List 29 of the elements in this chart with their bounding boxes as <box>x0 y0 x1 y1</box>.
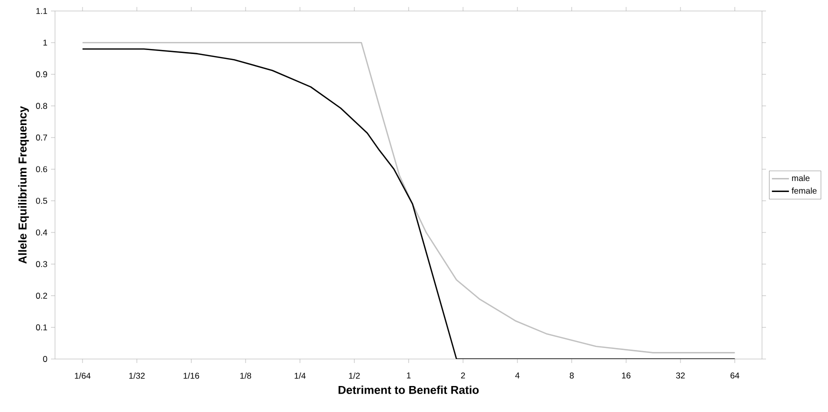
y-tick-label: 0.1 <box>36 324 48 330</box>
y-tick-label: 1.1 <box>36 8 48 14</box>
x-tick-label: 1/32 <box>129 372 145 379</box>
x-tick-label: 1/16 <box>184 372 200 379</box>
x-tick-label: 8 <box>570 372 574 379</box>
x-tick-label: 1/8 <box>240 372 252 379</box>
y-tick-label: 0.9 <box>36 71 48 78</box>
y-tick-label: 0.6 <box>36 166 48 172</box>
y-tick-label: 0.8 <box>36 102 48 109</box>
y-axis-title: Allele Equilibrium Frequency <box>18 106 29 264</box>
y-tick-label: 0.5 <box>36 198 48 204</box>
x-tick-label: 64 <box>730 372 740 379</box>
x-tick-label: 1/64 <box>74 372 91 379</box>
y-tick-label: 0.3 <box>36 261 48 268</box>
x-tick-label: 1/4 <box>294 372 306 379</box>
x-axis-title: Detriment to Benefit Ratio <box>338 386 479 394</box>
y-tick-label: 0.4 <box>36 229 48 236</box>
x-tick-label: 16 <box>622 372 630 379</box>
x-tick-label: 2 <box>461 372 465 378</box>
y-tick-label: 0.7 <box>36 134 48 141</box>
y-tick-label: 1 <box>43 40 48 46</box>
legend-label: female <box>792 187 817 194</box>
y-tick-label: 0.2 <box>36 292 48 299</box>
x-tick-label: 1 <box>406 372 411 378</box>
x-tick-label: 32 <box>676 372 685 379</box>
x-tick-label: 4 <box>515 372 520 378</box>
y-tick-label: 0 <box>43 356 48 362</box>
x-tick-label: 1/2 <box>349 372 360 379</box>
legend-label: male <box>792 174 810 182</box>
